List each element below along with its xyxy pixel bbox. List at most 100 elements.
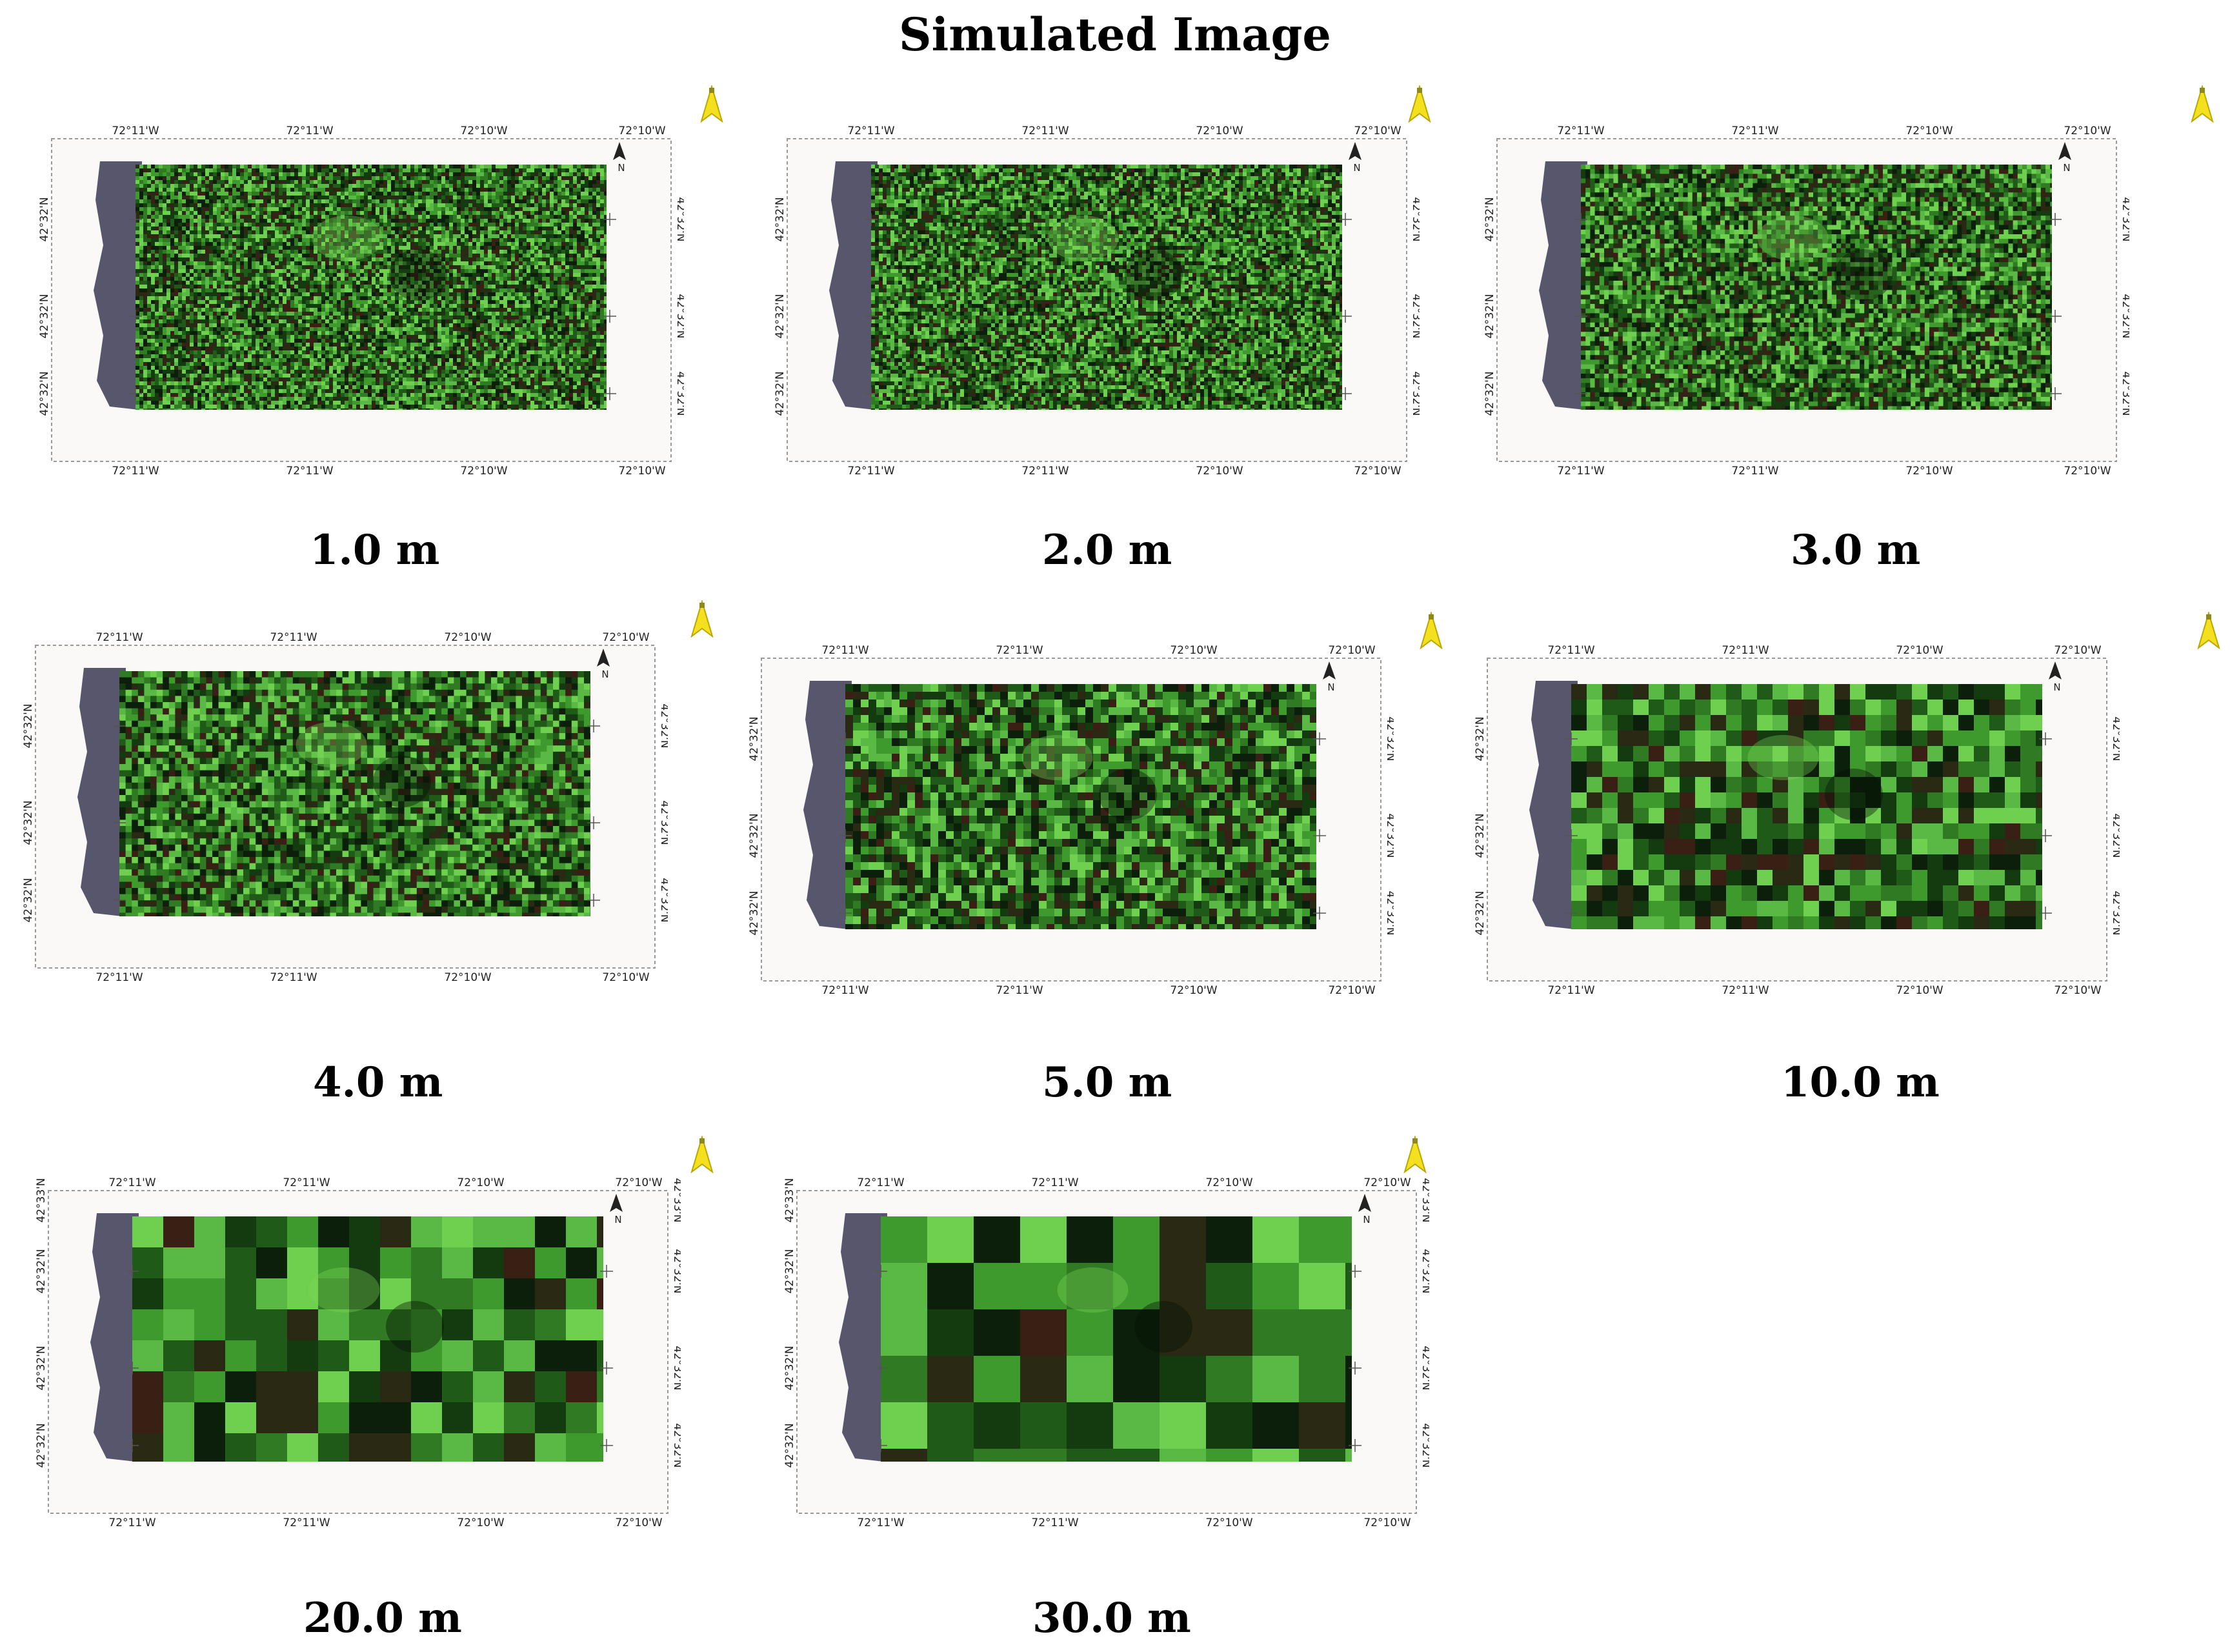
north-arrow-icon: N <box>1358 1194 1371 1225</box>
canopy-shadow <box>1539 161 1587 410</box>
resolution-caption: 2.0 m <box>1042 526 1172 574</box>
graticule-cross <box>587 720 600 732</box>
longitude-label-bottom: 72°11'W <box>1031 1516 1078 1529</box>
map-panel: 72°11'W 72°11'W 72°10'W 72°10'W 72°11'W 72°11… <box>38 123 687 478</box>
latitude-label-right: 42°32'N <box>658 878 668 922</box>
latitude-label-left: 42°32'N <box>784 1345 796 1390</box>
latitude-label-left: 42°32'N <box>774 197 787 241</box>
latitude-label-right: 42°32'N <box>1384 891 1394 935</box>
graticule-cross <box>874 1362 887 1375</box>
map-frame: 72°11'W 72°11'W 72°10'W 72°10'W 72°11'W 72°11… <box>22 631 671 984</box>
longitude-label-top: 72°11'W <box>1722 644 1769 657</box>
graticule-cross <box>129 387 142 400</box>
graticule-cross <box>129 213 142 226</box>
latitude-label-right: 42°32'N <box>1410 197 1420 241</box>
graticule-cross <box>1339 387 1352 400</box>
longitude-label-top: 72°10'W <box>1170 644 1217 657</box>
longitude-label-bottom: 72°11'W <box>1731 465 1778 478</box>
latitude-label-right: 42°32'N <box>674 294 684 338</box>
graticule-cross <box>113 720 126 732</box>
graticule-cross <box>126 1439 139 1452</box>
graticule-cross <box>874 1439 887 1452</box>
latitude-label-left: 42°32'N <box>784 1423 796 1467</box>
longitude-label-bottom: 72°11'W <box>95 971 143 984</box>
latitude-label-left: 42°32'N <box>774 294 787 338</box>
longitude-label-top: 72°11'W <box>286 125 333 137</box>
north-arrow-icon: N <box>610 1194 623 1225</box>
canopy-raster <box>845 684 1316 929</box>
yellow-marker-icon <box>700 85 723 123</box>
graticule-cross <box>600 1265 613 1278</box>
map-frame: 72°11'W 72°11'W 72°10'W 72°10'W 72°11'W 72°11… <box>1474 644 2123 997</box>
latitude-label-right: 42°32'N <box>1420 1345 1429 1390</box>
graticule-cross <box>839 829 852 842</box>
longitude-label-bottom: 72°10'W <box>2054 984 2101 997</box>
latitude-label-right: 42°32'N <box>1420 1249 1429 1293</box>
graticule-cross <box>1339 310 1352 323</box>
longitude-label-top: 72°11'W <box>821 644 869 657</box>
graticule-cross <box>603 213 616 226</box>
longitude-label-bottom: 72°11'W <box>1547 984 1594 997</box>
latitude-label-left: 42°32'N <box>748 813 761 858</box>
latitude-label-right: 42°33'N <box>1420 1178 1429 1222</box>
map-frame: 72°11'W 72°11'W 72°10'W 72°10'W 72°11'W 72°11… <box>774 125 1423 478</box>
north-arrow-icon: N <box>1323 661 1336 693</box>
longitude-label-bottom: 72°10'W <box>1328 984 1375 997</box>
longitude-label-bottom: 72°11'W <box>857 1516 904 1529</box>
longitude-label-bottom: 72°10'W <box>2064 465 2111 478</box>
map-panel: 72°11'W 72°11'W 72°10'W 72°10'W 72°11'W 72°11… <box>35 1174 684 1529</box>
graticule-cross <box>1349 1265 1361 1278</box>
longitude-label-top: 72°10'W <box>1354 125 1401 137</box>
north-arrow-icon: N <box>2058 142 2071 174</box>
canopy-shadow <box>1529 681 1578 929</box>
longitude-label-bottom: 72°10'W <box>1363 1516 1411 1529</box>
longitude-label-top: 72°11'W <box>95 631 143 644</box>
map-frame: 72°11'W 72°11'W 72°10'W 72°10'W 72°11'W 72°11… <box>38 125 687 478</box>
graticule-cross <box>1565 732 1578 745</box>
graticule-cross <box>1339 213 1352 226</box>
graticule-cross <box>1565 907 1578 920</box>
graticule-cross <box>2039 732 2052 745</box>
graticule-cross <box>2049 387 2062 400</box>
canopy-raster <box>881 1216 1352 1462</box>
canopy-raster <box>1571 684 2042 929</box>
yellow-marker-icon <box>1420 612 1443 649</box>
graticule-cross <box>1565 829 1578 842</box>
canopy-shadow <box>803 681 852 929</box>
latitude-label-left: 42°32'N <box>39 197 51 241</box>
north-arrow-icon: N <box>1349 142 1361 174</box>
longitude-label-bottom: 72°11'W <box>283 1516 330 1529</box>
north-arrow-icon: N <box>613 142 626 174</box>
graticule-cross <box>1574 310 1587 323</box>
latitude-label-left: 42°32'N <box>23 878 35 922</box>
longitude-label-top: 72°11'W <box>1547 644 1594 657</box>
resolution-caption: 1.0 m <box>310 526 439 574</box>
yellow-marker-icon <box>1403 1136 1427 1173</box>
longitude-label-top: 72°10'W <box>1905 125 1953 137</box>
resolution-caption: 5.0 m <box>1042 1058 1172 1107</box>
longitude-label-bottom: 72°10'W <box>1205 1516 1252 1529</box>
canopy-shadow <box>94 161 142 410</box>
canopy-raster <box>136 165 607 410</box>
canopy-raster <box>1581 165 2052 410</box>
latitude-label-left: 42°32'N <box>1474 716 1487 761</box>
graticule-cross <box>603 310 616 323</box>
latitude-label-right: 42°32'N <box>1384 813 1394 858</box>
north-arrow-icon: N <box>2049 661 2062 693</box>
graticule-cross <box>126 1265 139 1278</box>
latitude-label-left: 42°32'N <box>1484 197 1496 241</box>
yellow-marker-icon <box>1408 85 1431 123</box>
graticule-cross <box>1574 387 1587 400</box>
longitude-label-top: 72°11'W <box>1031 1176 1078 1189</box>
latitude-label-left: 42°32'N <box>35 1345 48 1390</box>
latitude-label-right: 42°32'N <box>1410 294 1420 338</box>
latitude-label-right: 42°32'N <box>674 197 684 241</box>
longitude-label-bottom: 72°11'W <box>286 465 333 478</box>
latitude-label-left: 42°32'N <box>35 1423 48 1467</box>
longitude-label-bottom: 72°10'W <box>1896 984 1943 997</box>
longitude-label-top: 72°11'W <box>108 1176 156 1189</box>
longitude-label-bottom: 72°11'W <box>108 1516 156 1529</box>
longitude-label-top: 72°10'W <box>1363 1176 1411 1189</box>
map-panel: 72°11'W 72°11'W 72°10'W 72°10'W 72°11'W 72°11… <box>774 123 1423 478</box>
longitude-label-bottom: 72°11'W <box>1557 465 1604 478</box>
